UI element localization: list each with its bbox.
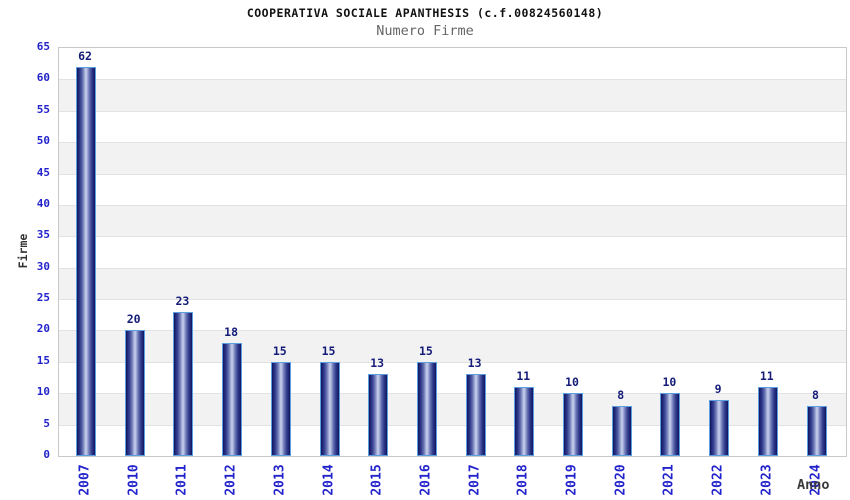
- y-tick-label: 55: [36, 102, 50, 116]
- x-tick-label: 2014: [321, 464, 336, 496]
- x-tick-label: 2021: [661, 464, 677, 496]
- x-tick-label: 2015: [369, 464, 385, 496]
- x-tick-label: 2022: [710, 464, 726, 496]
- y-tick-label: 40: [36, 196, 50, 210]
- plot-area: [58, 47, 847, 457]
- bar-value-label: 11: [516, 368, 531, 383]
- y-tick-label: 15: [36, 353, 50, 367]
- bar-value-label: 23: [175, 293, 190, 308]
- bar-value-label: 13: [370, 356, 385, 371]
- y-tick-label: 20: [36, 322, 50, 336]
- y-tick-label: 65: [36, 40, 50, 53]
- x-tick-label: 2016: [418, 464, 434, 496]
- gridline: [59, 330, 846, 332]
- bar-2012: [222, 343, 243, 456]
- y-tick-label: 10: [36, 385, 50, 399]
- bar-2017: [465, 374, 486, 456]
- grid-band: [59, 204, 846, 237]
- y-tick-label: 25: [36, 291, 50, 305]
- x-tick-label: 2020: [613, 464, 629, 496]
- bar-2016: [416, 361, 437, 456]
- grid-band: [59, 110, 846, 143]
- x-tick-label: 2012: [223, 464, 239, 496]
- grid-band: [59, 142, 846, 174]
- gridline: [59, 424, 846, 426]
- y-tick-label: 0: [43, 448, 50, 461]
- bar-value-label: 20: [126, 312, 141, 327]
- y-tick-label: 45: [36, 165, 50, 179]
- bar-2021: [660, 393, 681, 456]
- bar-value-label: 8: [617, 387, 625, 402]
- x-tick-label: 2019: [564, 464, 580, 496]
- x-tick-label: 2013: [272, 464, 288, 496]
- bar-value-label: 10: [662, 375, 677, 390]
- grid-band: [59, 236, 846, 268]
- grid-band: [59, 173, 846, 205]
- bar-2023: [757, 386, 778, 456]
- bar-value-label: 62: [78, 48, 92, 63]
- x-tick-label: 2023: [759, 464, 775, 496]
- gridline: [59, 79, 846, 81]
- x-tick-label: 2011: [174, 464, 190, 496]
- x-tick-label: 2007: [77, 464, 93, 496]
- bar-2013: [270, 361, 291, 456]
- bar-value-label: 11: [759, 368, 774, 383]
- gridline: [59, 142, 846, 144]
- bar-value-label: 15: [321, 343, 336, 358]
- bar-2022: [709, 399, 730, 456]
- gridline: [59, 299, 846, 301]
- bar-2024: [806, 405, 827, 456]
- x-axis-label: Anno: [797, 477, 830, 493]
- bar-value-label: 15: [272, 343, 287, 358]
- bar-value-label: 15: [418, 343, 433, 358]
- y-tick-label: 30: [36, 259, 50, 273]
- gridline: [59, 110, 846, 112]
- bar-2018: [514, 386, 535, 456]
- bar-2011: [173, 311, 194, 456]
- y-tick-label: 60: [36, 71, 50, 85]
- bar-2010: [124, 330, 145, 456]
- grid-band: [59, 48, 846, 80]
- bar-value-label: 13: [467, 356, 482, 371]
- bar-value-label: 10: [565, 375, 579, 390]
- bar-2020: [611, 405, 632, 456]
- x-tick-label: 2017: [467, 464, 483, 496]
- gridline: [59, 393, 846, 395]
- bar-2015: [368, 374, 389, 456]
- bar-value-label: 9: [714, 381, 722, 396]
- bar-2019: [563, 393, 583, 456]
- x-tick-label: 2010: [126, 464, 142, 496]
- gridline: [59, 361, 846, 363]
- chart-title: COOPERATIVA SOCIALE APANTHESIS (c.f.0082…: [246, 6, 604, 20]
- bar-2014: [319, 361, 340, 456]
- gridline: [59, 204, 846, 206]
- chart-subtitle: Numero Firme: [376, 23, 474, 39]
- x-tick-label: 2018: [515, 464, 531, 496]
- y-tick-label: 50: [36, 134, 50, 148]
- bar-value-label: 8: [812, 387, 819, 402]
- y-tick-label: 5: [43, 416, 50, 430]
- grid-band: [59, 79, 846, 111]
- gridline: [59, 236, 846, 238]
- bar-2007: [76, 66, 96, 456]
- y-tick-label: 35: [36, 228, 50, 242]
- gridline: [59, 267, 846, 269]
- grid-band: [59, 267, 846, 300]
- gridline: [59, 173, 846, 175]
- bar-value-label: 18: [224, 325, 239, 339]
